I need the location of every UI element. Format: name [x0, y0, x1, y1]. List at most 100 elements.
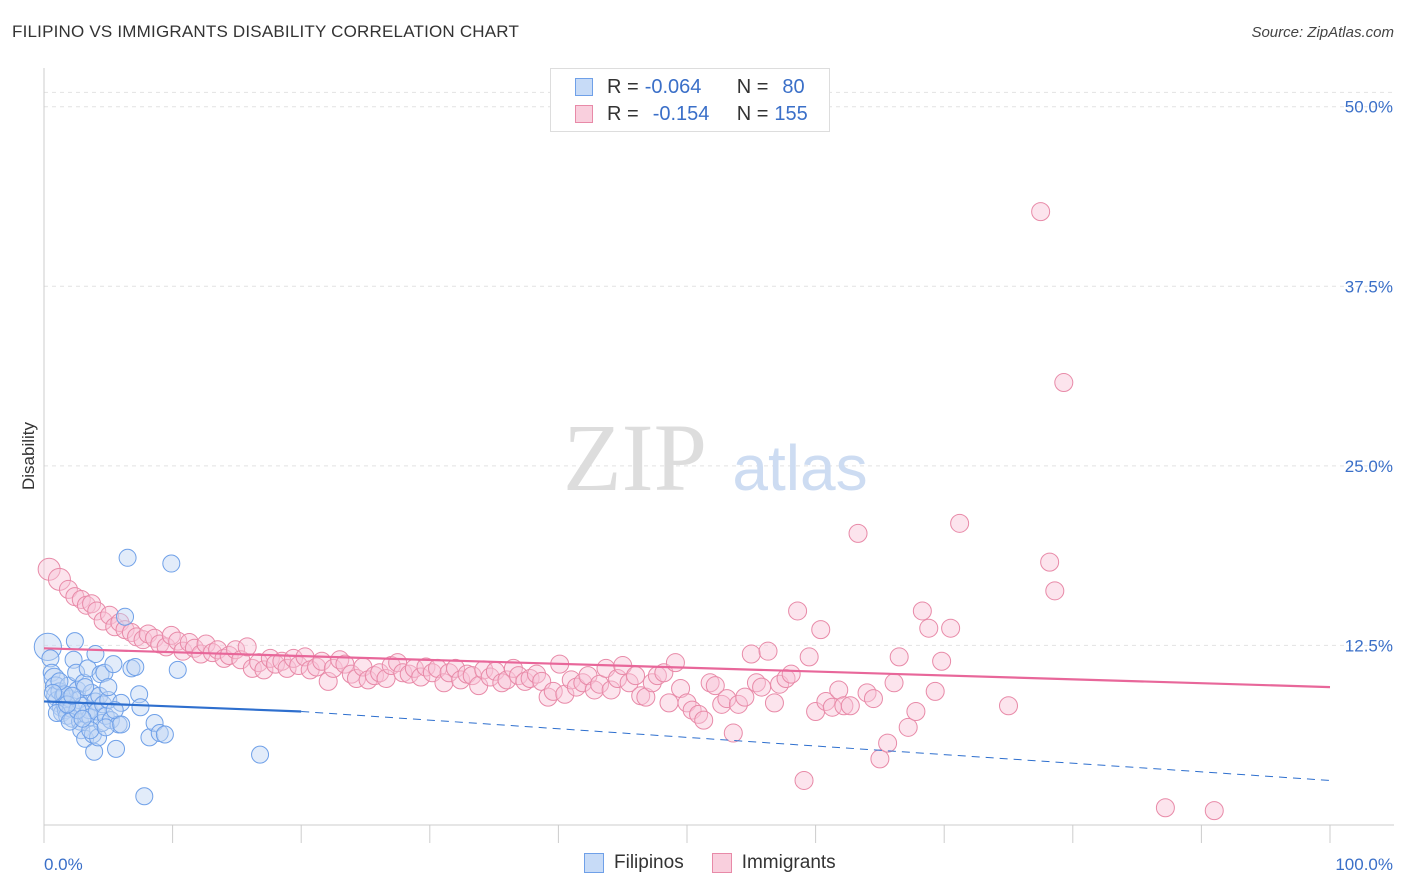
immigrants-point: [878, 733, 898, 753]
immigrants-point: [1204, 801, 1224, 821]
legend-r-value: -0.064: [644, 75, 702, 98]
filipinos-point: [86, 645, 105, 664]
x-tick-label: 0.0%: [44, 855, 83, 874]
immigrants-point: [999, 696, 1018, 716]
immigrants-point: [723, 723, 743, 743]
filipinos-point: [63, 686, 82, 705]
bottom-legend-label-filipinos: Filipinos: [614, 852, 684, 873]
immigrants-point: [434, 673, 454, 693]
immigrants-point: [100, 605, 120, 625]
legend-row-filipinos: R = -0.064 N = 80: [575, 75, 805, 99]
bottom-legend: Filipinos Immigrants: [584, 852, 864, 874]
grid: [44, 91, 1394, 646]
filipinos-point: [116, 607, 135, 626]
legend-n-value: 155: [774, 102, 808, 125]
immigrants-point: [870, 749, 890, 769]
immigrants-point: [492, 673, 512, 693]
immigrants-point: [840, 696, 860, 716]
immigrants-point: [399, 664, 419, 684]
trend-lines: [43, 647, 1331, 781]
immigrants-point: [659, 693, 679, 713]
immigrants-point: [543, 681, 563, 701]
immigrants-point: [794, 770, 814, 790]
filipinos-point: [33, 632, 62, 661]
filipinos-point: [140, 728, 159, 747]
immigrants-point: [834, 696, 854, 716]
tick-labels: 12.5% 25.0% 37.5% 50.0% 0.0% 100.0%: [44, 98, 1393, 874]
legend-swatch-filipinos: [575, 78, 593, 96]
immigrants-point: [555, 684, 575, 704]
legend-swatch-immigrants: [575, 105, 593, 123]
immigrants-point: [925, 681, 945, 701]
watermark: ZIP atlas: [563, 404, 868, 511]
filipinos-point: [76, 678, 95, 697]
immigrants-point: [1045, 581, 1065, 601]
immigrants-point: [752, 677, 772, 697]
immigrants-point: [906, 702, 926, 722]
y-tick-label: 37.5%: [1345, 277, 1393, 296]
filipinos-point: [50, 672, 69, 691]
immigrants-point: [179, 633, 199, 653]
immigrants-point: [848, 523, 868, 543]
filipinos-point: [96, 718, 115, 737]
filipinos-point: [41, 649, 60, 668]
y-axis-label: Disability: [19, 421, 38, 490]
filipinos-trend-extension: [301, 711, 1331, 781]
y-tick-label: 50.0%: [1345, 98, 1393, 117]
filipinos-point: [68, 701, 87, 720]
immigrants-point: [712, 694, 732, 714]
legend-n-label: N =: [736, 102, 769, 125]
immigrants-point: [37, 557, 61, 581]
legend: R = -0.064 N = 80 R = -0.154 N = 155: [550, 68, 830, 132]
immigrants-point: [799, 647, 819, 667]
immigrants-point: [87, 601, 107, 621]
immigrants-point: [764, 693, 784, 713]
immigrants-point: [735, 687, 755, 707]
immigrants-point: [318, 671, 338, 691]
filipinos-point: [162, 554, 181, 573]
bottom-legend-swatch-filipinos: [584, 853, 604, 873]
immigrants-point: [665, 653, 685, 673]
immigrants-point: [932, 651, 952, 671]
immigrants-point: [626, 666, 646, 686]
immigrants-point: [941, 618, 961, 638]
immigrants-point: [411, 667, 431, 687]
filipinos-point: [89, 728, 108, 747]
filipinos-point: [130, 685, 149, 704]
immigrants-point: [446, 658, 466, 678]
immigrants-point: [950, 513, 970, 533]
immigrants-point: [538, 687, 558, 707]
y-tick-label: 25.0%: [1345, 457, 1393, 476]
immigrants-point: [307, 657, 327, 677]
filipinos-point: [107, 739, 126, 758]
immigrants-point: [480, 667, 500, 687]
immigrants-point: [277, 658, 297, 678]
immigrants-point: [515, 671, 535, 691]
filipinos-point: [251, 745, 270, 764]
immigrants-point: [700, 673, 720, 693]
filipinos-point: [168, 660, 187, 679]
filipinos-point: [131, 698, 150, 717]
immigrants-point: [254, 660, 274, 680]
immigrants-point: [601, 680, 621, 700]
immigrants-point: [619, 673, 639, 693]
immigrants-point: [1031, 202, 1051, 222]
immigrants-point: [863, 689, 883, 709]
legend-r-label: R =: [607, 102, 639, 125]
source-label: Source: ZipAtlas.com: [1251, 24, 1394, 41]
filipinos-points: [33, 548, 270, 806]
y-tick-label: 12.5%: [1345, 636, 1393, 655]
immigrants-point: [636, 687, 656, 707]
legend-n-label: N =: [736, 75, 769, 98]
immigrants-point: [781, 664, 801, 684]
x-tick-label: 100.0%: [1335, 855, 1393, 874]
immigrants-points: [37, 202, 1224, 821]
legend-r-label: R =: [607, 75, 639, 98]
filipinos-point: [104, 655, 123, 674]
immigrants-point: [584, 680, 604, 700]
bottom-legend-filipinos: Filipinos: [584, 852, 684, 874]
immigrants-point: [912, 601, 932, 621]
filipinos-point: [126, 657, 145, 676]
bottom-legend-swatch-immigrants: [711, 853, 732, 873]
